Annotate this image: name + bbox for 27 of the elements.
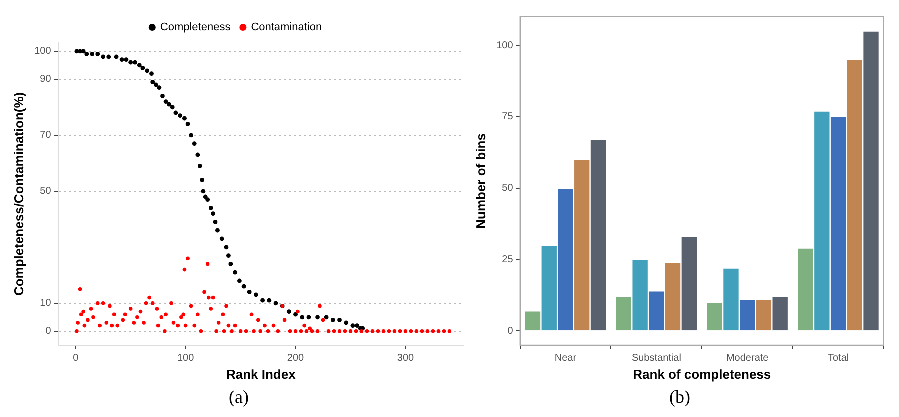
y-tick-label: 100 [34,46,52,58]
y-axis-title: Completeness/Contamination(%) [11,92,26,296]
y-tick-label: 0 [508,326,514,337]
x-tick-label: Total [828,353,850,364]
y-axis-title: Number of bins [473,134,488,229]
y-tick-label: 75 [502,112,514,123]
legend-label: Contamination [251,22,322,34]
y-tick-label: 50 [40,186,52,198]
y-tick-label: 90 [40,74,52,86]
x-tick-label: 200 [287,353,305,364]
y-tick-label: 25 [502,254,514,266]
y-tick-label: 50 [502,183,514,194]
y-tick-label: 100 [496,40,514,52]
x-tick-label: 100 [177,353,195,364]
y-tick-label: 10 [40,298,52,310]
x-tick-label: Substantial [632,353,682,364]
x-axis-title: Rank of completeness [633,366,772,382]
legend-label: Completeness [160,22,232,34]
x-tick-label: 0 [73,353,80,364]
y-tick-label: 70 [40,130,52,142]
y-tick-label: 0 [46,326,52,338]
x-tick-label: Near [554,353,578,364]
x-axis-title: Rank Index [226,366,297,382]
x-tick-label: Moderate [726,353,770,364]
text: (b) [670,387,690,408]
text: (a) [229,387,249,408]
x-tick-label: 300 [397,353,415,364]
